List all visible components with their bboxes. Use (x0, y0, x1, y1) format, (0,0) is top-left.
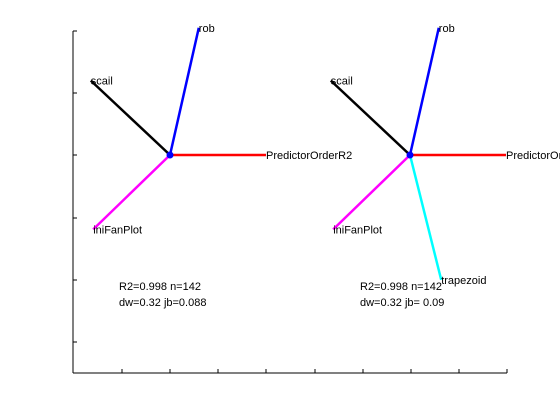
ray-scail (89, 79, 171, 156)
center-marker-left (166, 151, 174, 159)
star-plot-left: rob scail PredictorOrderR2 iniFanPlot R2=0.… (89, 23, 352, 309)
center-marker-right (406, 151, 414, 159)
ray-scail (329, 79, 411, 156)
rays-right (329, 27, 506, 281)
ray-inifanplot (92, 154, 171, 231)
ray-rob (168, 27, 201, 156)
stats-line1-left: R2=0.998 n=142 (119, 281, 201, 293)
ray-rob (408, 27, 441, 156)
ray-labels-left: rob scail PredictorOrderR2 iniFanPlot (91, 23, 352, 237)
ray-label-rob: rob (439, 23, 455, 35)
ray-label-predictororderr2: PredictorOrderR2 (266, 150, 352, 162)
ray-label-predictororderr2: PredictorOrderR2 (506, 150, 560, 162)
ray-inifanplot (332, 154, 411, 231)
ray-label-rob: rob (199, 23, 215, 35)
ray-label-scail: scail (331, 76, 353, 88)
ray-label-scail: scail (91, 76, 113, 88)
ray-labels-right: rob scail PredictorOrderR2 iniFanPlot trapez… (331, 23, 560, 287)
rays-left (89, 27, 266, 231)
ray-label-inifanplot: iniFanPlot (333, 224, 382, 236)
stats-line2-right: dw=0.32 jb= 0.09 (360, 297, 444, 309)
stats-line2-left: dw=0.32 jb=0.088 (119, 297, 206, 309)
axes-frame (72, 30, 508, 374)
ray-label-inifanplot: iniFanPlot (93, 224, 142, 236)
ray-trapezoid (408, 154, 443, 281)
ray-label-trapezoid: trapezoid (441, 275, 486, 287)
star-plot-right: rob scail PredictorOrderR2 iniFanPlot trapez… (329, 23, 560, 309)
stats-line1-right: R2=0.998 n=142 (360, 281, 442, 293)
